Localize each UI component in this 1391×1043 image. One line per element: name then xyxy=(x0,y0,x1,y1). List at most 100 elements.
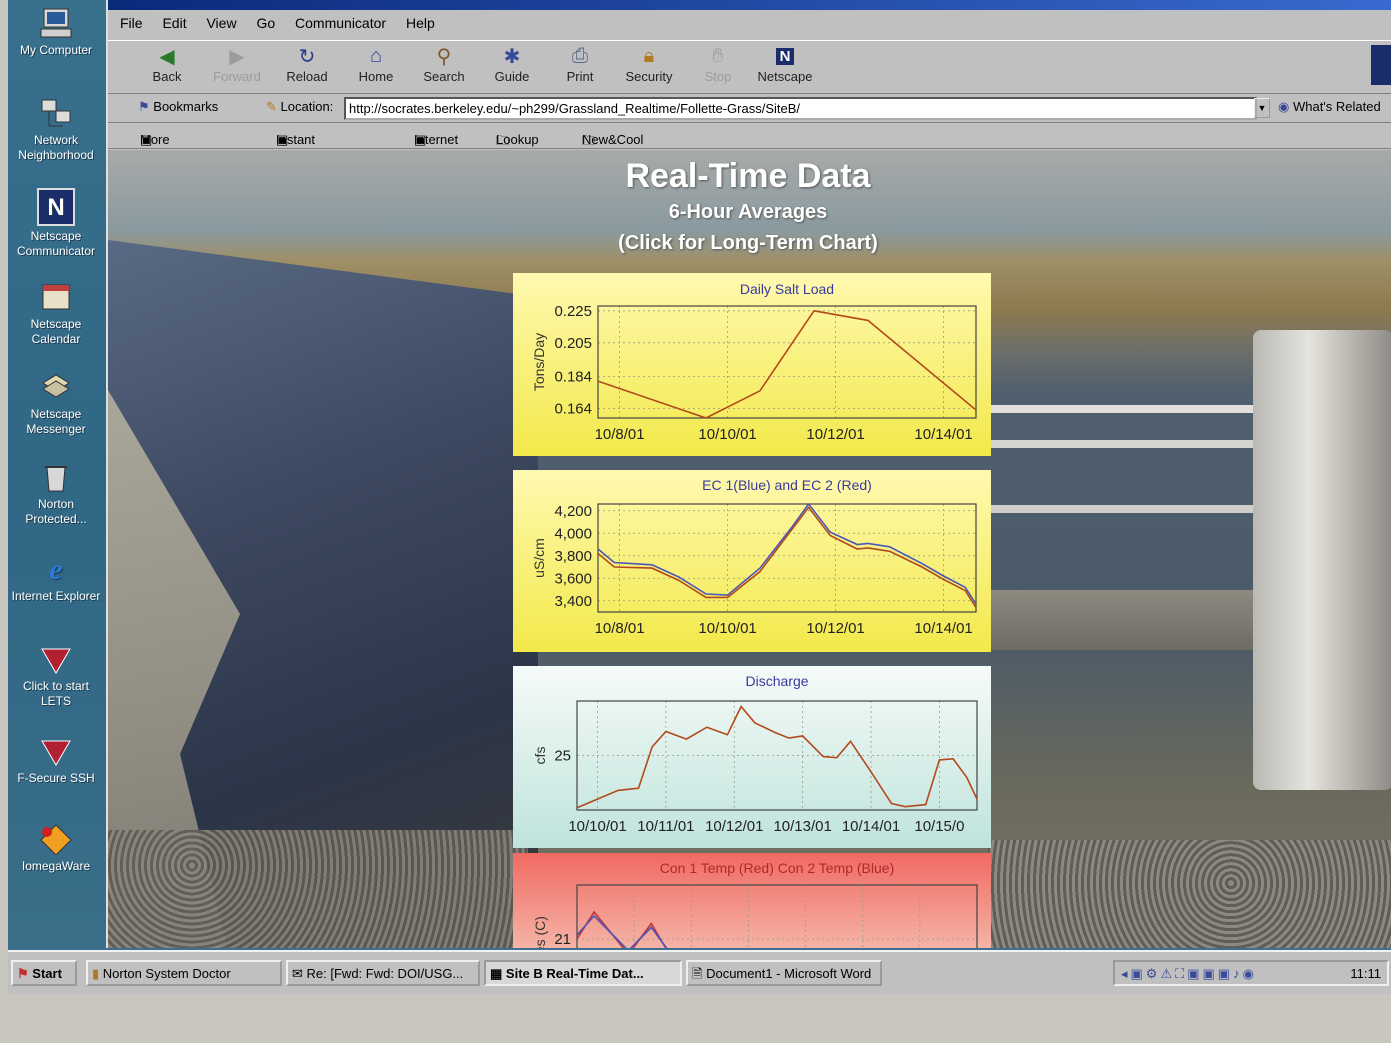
chart-ec[interactable]: EC 1(Blue) and EC 2 (Red) uS/cm 3,400 3,600… xyxy=(513,470,991,652)
search-label: Search xyxy=(423,69,465,84)
netscape-button[interactable]: N Netscape xyxy=(754,43,816,84)
start-button[interactable]: ⚑ Start xyxy=(11,960,77,986)
menu-view[interactable]: View xyxy=(206,15,237,31)
netscape-task-icon: ▦ xyxy=(490,966,503,981)
bookmarks-label: Bookmarks xyxy=(153,99,219,114)
task-site-b-real-time[interactable]: ▦ Site B Real-Time Dat... xyxy=(484,960,682,986)
x-tick-label: 10/14/01 xyxy=(842,818,900,835)
chart-discharge[interactable]: Discharge cfs 25 10/10/01 10/11/01 10/12/01 10… xyxy=(513,666,991,848)
url-dropdown-chevron-down-icon[interactable]: ▼ xyxy=(1254,98,1270,118)
bookmark-icon: ⚑ xyxy=(138,99,150,114)
desktop-icon-netscape-communicator[interactable]: N Netscape Communicator xyxy=(8,188,104,259)
desktop-icon-netscape-messenger[interactable]: Netscape Messenger xyxy=(8,370,104,437)
forward-label: Forward xyxy=(213,69,261,84)
reload-icon: ↻ xyxy=(298,45,316,68)
navigation-toolbar: ◀ Back ▶ Forward ↻ Reload ⌂ Home ⚲ Search ✱ Gu… xyxy=(108,40,1391,94)
y-tick-label: 3,600 xyxy=(554,570,592,587)
back-button[interactable]: ◀ Back xyxy=(136,43,198,85)
desktop-icon-label: Network Neighborhood xyxy=(18,133,94,162)
y-tick-label: 0.225 xyxy=(554,303,592,320)
calendar-icon xyxy=(39,280,73,314)
y-tick-label: 3,800 xyxy=(554,548,592,565)
computer-icon xyxy=(39,6,73,40)
x-tick-label: 10/12/01 xyxy=(806,620,864,637)
task-microsoft-word[interactable]: 🗎︎ Document1 - Microsoft Word xyxy=(686,960,882,986)
desktop-icon-iomegaware[interactable]: IomegaWare xyxy=(8,822,104,874)
desktop-icon-f-secure-ssh[interactable]: F-Secure SSH xyxy=(8,734,104,786)
background-rail xyxy=(988,505,1288,513)
guide-label: Guide xyxy=(494,69,530,84)
desktop-icon-lets[interactable]: Click to start LETS xyxy=(8,642,104,709)
clock: 11:11 xyxy=(1350,966,1381,981)
desktop-icon-label: F-Secure SSH xyxy=(17,771,95,785)
series-line xyxy=(577,910,667,948)
system-tray: ◂▣⚙⚠⛶▣▣▣♪◉ 11:11 xyxy=(1113,960,1389,986)
lets-icon xyxy=(39,642,73,676)
home-button[interactable]: ⌂ Home xyxy=(345,43,407,85)
y-tick-label: 3,400 xyxy=(554,593,592,610)
task-email[interactable]: ✉ Re: [Fwd: Fwd: DOI/USG... xyxy=(286,960,480,986)
task-label: Document1 - Microsoft Word xyxy=(706,966,872,981)
tray-icons[interactable]: ◂▣⚙⚠⛶▣▣▣♪◉ xyxy=(1121,966,1257,981)
taskbar: ⚑ Start ▮ Norton System Doctor ✉ Re: [Fw… xyxy=(8,950,1391,994)
iomega-icon xyxy=(39,822,73,856)
chart-svg: Discharge cfs 25 10/10/01 10/11/01 10/12/01 10… xyxy=(513,666,991,848)
chart-ylabel: ees (C) xyxy=(532,916,548,948)
menu-communicator[interactable]: Communicator xyxy=(295,15,387,31)
folder-icon: 🗀︎ xyxy=(496,133,510,148)
netscape-label: Netscape xyxy=(757,69,813,84)
desktop-icon-label: IomegaWare xyxy=(21,859,91,873)
whats-related-label: What's Related xyxy=(1292,99,1381,114)
task-norton-system-doctor[interactable]: ▮ Norton System Doctor xyxy=(86,960,282,986)
menu-bar: File Edit View Go Communicator Help xyxy=(108,12,1391,38)
network-icon xyxy=(39,96,73,130)
stop-icon: ✋︎ xyxy=(712,44,724,67)
y-tick-label: 0.184 xyxy=(554,368,592,385)
desktop-icon-netscape-calendar[interactable]: Netscape Calendar xyxy=(8,280,104,347)
background-bridge xyxy=(988,590,1258,650)
desktop-icon-internet-explorer[interactable]: e Internet Explorer xyxy=(8,552,104,604)
reload-button[interactable]: ↻ Reload xyxy=(276,43,338,85)
print-label: Print xyxy=(566,69,594,84)
forward-button[interactable]: ▶ Forward xyxy=(206,43,268,85)
menu-go[interactable]: Go xyxy=(256,15,276,31)
bookmarks-button[interactable]: ⚑ Bookmarks xyxy=(138,99,218,115)
location-icon: ✎ xyxy=(266,99,277,114)
chart-daily-salt-load[interactable]: Daily Salt Load Tons/Day 0.164 0.184 0.205 0.… xyxy=(513,273,991,456)
x-tick-label: 10/10/01 xyxy=(568,818,626,835)
y-tick-label: 4,000 xyxy=(554,525,592,542)
windows-flag-icon: ⚑ xyxy=(17,966,29,981)
location-toolbar: ⚑ Bookmarks ✎ Location: http://socrates.… xyxy=(108,94,1391,123)
background-rail xyxy=(988,440,1288,448)
lock-icon: 🔒︎ xyxy=(643,44,655,67)
x-tick-label: 10/8/01 xyxy=(595,426,645,443)
guide-button[interactable]: ✱ Guide xyxy=(481,43,543,85)
series-line xyxy=(598,309,976,418)
whats-related-button[interactable]: ◉ What's Related xyxy=(1278,99,1381,115)
chart-title: Discharge xyxy=(745,673,808,689)
background-gravel-right xyxy=(988,840,1391,948)
stop-button[interactable]: ✋︎ Stop xyxy=(687,43,749,85)
guide-icon: ✱ xyxy=(503,45,521,68)
desktop-icon-my-computer[interactable]: My Computer xyxy=(8,6,104,58)
menu-file[interactable]: File xyxy=(120,15,143,31)
bookmark-page-icon: ▣ xyxy=(276,132,289,147)
desktop-icon-norton-protected[interactable]: Norton Protected... xyxy=(8,460,104,527)
x-tick-label: 10/10/01 xyxy=(698,620,756,637)
menu-help[interactable]: Help xyxy=(405,15,435,31)
search-button[interactable]: ⚲ Search xyxy=(413,43,475,85)
stop-label: Stop xyxy=(704,69,732,84)
security-button[interactable]: 🔒︎ Security xyxy=(618,43,680,85)
ssh-icon xyxy=(39,734,73,768)
desktop-icon-network[interactable]: Network Neighborhood xyxy=(8,96,104,163)
print-button[interactable]: ⎙ Print xyxy=(549,43,611,85)
back-label: Back xyxy=(152,69,182,84)
window-titlebar[interactable] xyxy=(108,0,1391,10)
chart-svg: Daily Salt Load Tons/Day 0.164 0.184 0.205 0.… xyxy=(513,273,991,456)
chart-con-temp[interactable]: Con 1 Temp (Red) Con 2 Temp (Blue) ees (C… xyxy=(513,853,991,948)
long-term-chart-link[interactable]: (Click for Long-Term Chart) xyxy=(618,232,878,254)
url-field[interactable]: http://socrates.berkeley.edu/~ph299/Gras… xyxy=(344,97,1257,120)
netscape-icon: N xyxy=(37,188,75,226)
menu-edit[interactable]: Edit xyxy=(162,15,187,31)
plot-frame xyxy=(597,305,977,419)
